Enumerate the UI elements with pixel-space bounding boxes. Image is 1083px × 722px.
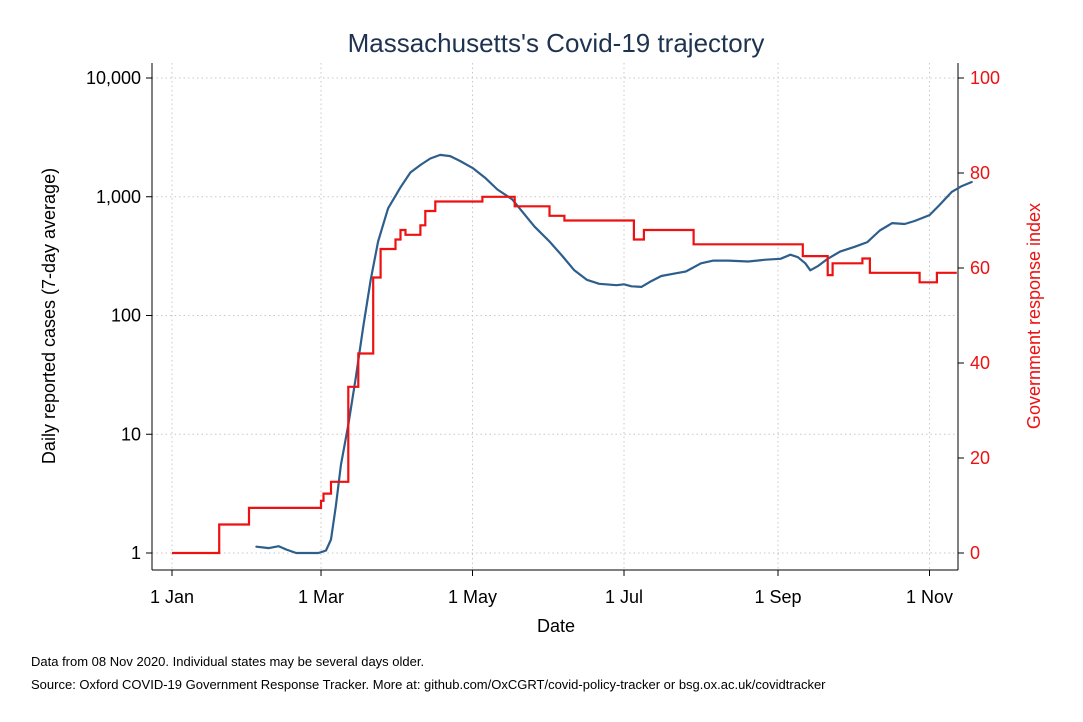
- y-right-tick-label: 80: [970, 163, 990, 183]
- axes: 1 Jan 1 Mar 1 May 1 Jul 1 Sep 1 Nov 1 10 100 1,00…: [86, 63, 1000, 607]
- cases-line: [255, 153, 973, 555]
- series: [172, 153, 973, 555]
- y-left-tick-label: 1: [131, 543, 141, 563]
- x-tick-label: 1 Jan: [150, 587, 194, 607]
- x-tick-label: 1 Sep: [754, 587, 801, 607]
- x-tick-label: 1 May: [448, 587, 497, 607]
- y-right-tick-label: 0: [970, 543, 980, 563]
- y-left-tick-label: 100: [111, 306, 141, 326]
- y-right-tick-label: 40: [970, 353, 990, 373]
- y-right-tick-label: 100: [970, 68, 1000, 88]
- response-index-line: [172, 195, 957, 555]
- x-tick-label: 1 Nov: [906, 587, 953, 607]
- gridlines: [152, 63, 958, 570]
- y-axis-left-label: Daily reported cases (7-day average): [39, 168, 59, 464]
- y-right-tick-label: 20: [970, 448, 990, 468]
- x-axis-label: Date: [537, 616, 575, 636]
- chart-title: Massachusetts's Covid-19 trajectory: [348, 28, 765, 58]
- source-note: Source: Oxford COVID-19 Government Respo…: [31, 677, 826, 692]
- x-tick-label: 1 Mar: [298, 587, 344, 607]
- y-axis-right-label: Government response index: [1024, 203, 1044, 429]
- x-tick-label: 1 Jul: [605, 587, 643, 607]
- y-left-tick-label: 10,000: [86, 68, 141, 88]
- y-left-tick-label: 10: [121, 424, 141, 444]
- y-right-tick-label: 60: [970, 258, 990, 278]
- data-date-note: Data from 08 Nov 2020. Individual states…: [31, 654, 425, 669]
- y-left-tick-label: 1,000: [96, 187, 141, 207]
